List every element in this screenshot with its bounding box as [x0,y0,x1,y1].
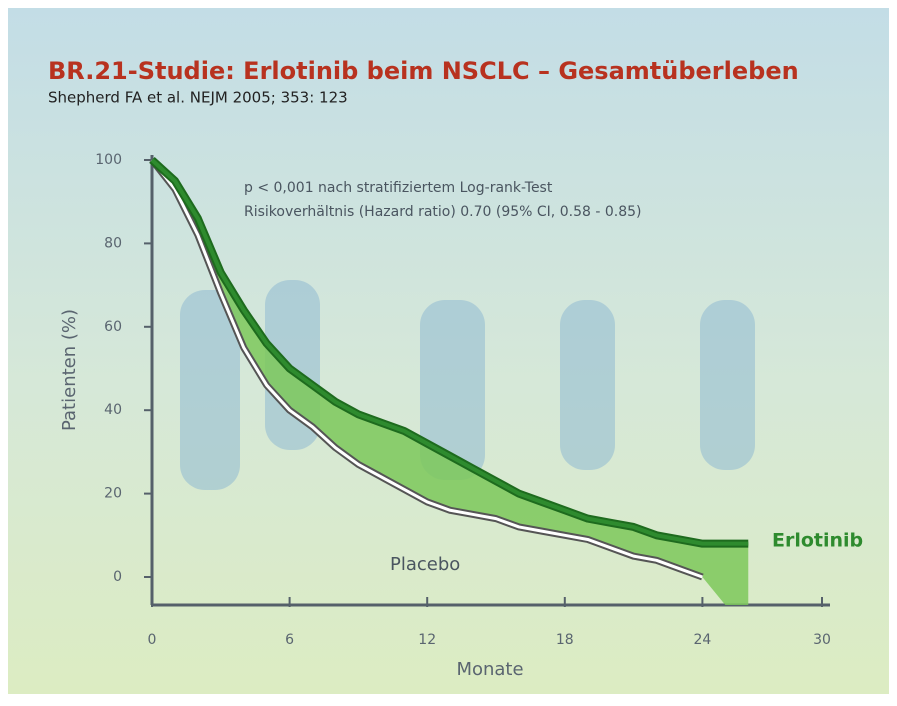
chart-subtitle: Shepherd FA et al. NEJM 2005; 353: 123 [48,89,348,107]
y-tick-label: 80 [104,235,122,251]
y-tick-label: 0 [113,569,122,585]
y-tick-label: 20 [104,486,122,502]
x-tick-label: 18 [556,632,574,648]
y-axis-label: Patienten (%) [59,309,80,431]
page: BR.21-Studie: Erlotinib beim NSCLC – Ges… [0,0,897,706]
chart: BR.21-Studie: Erlotinib beim NSCLC – Ges… [0,0,897,702]
x-tick-label: 30 [813,632,831,648]
annotation: Risikoverhältnis (Hazard ratio) 0.70 (95… [244,204,641,220]
series-label: Placebo [390,554,460,575]
annotation: p < 0,001 nach stratifiziertem Log-rank-… [244,180,553,196]
y-tick-label: 100 [95,152,122,168]
x-tick-label: 6 [285,632,294,648]
y-tick-label: 60 [104,319,122,335]
x-tick-label: 12 [418,632,436,648]
x-tick-label: 0 [148,632,157,648]
y-tick-label: 40 [104,402,122,418]
x-axis-label: Monate [456,659,523,680]
series-label: Erlotinib [772,530,863,552]
x-tick-label: 24 [693,632,711,648]
chart-title: BR.21-Studie: Erlotinib beim NSCLC – Ges… [48,57,799,85]
